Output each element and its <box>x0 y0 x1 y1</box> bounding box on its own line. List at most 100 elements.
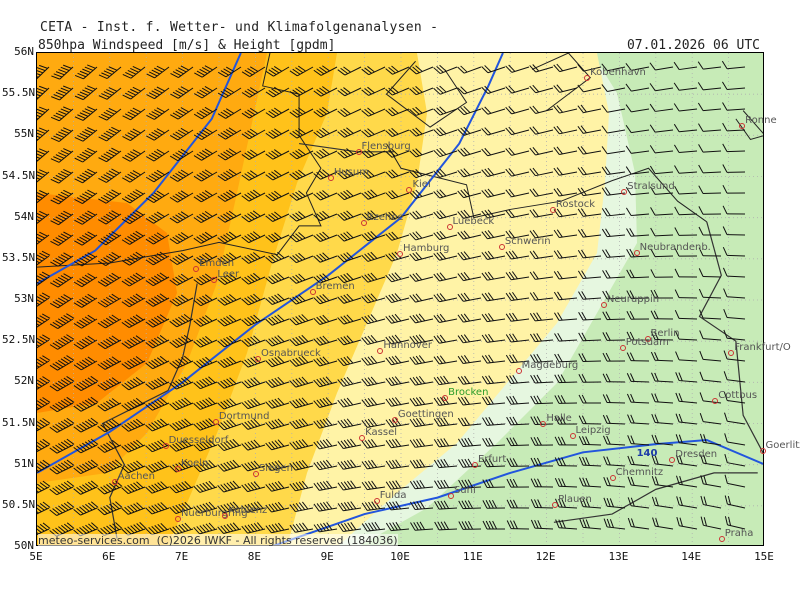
wind-barb <box>457 396 482 406</box>
wind-barb <box>578 311 602 321</box>
wind-barb <box>722 122 746 132</box>
wind-barb <box>458 458 482 468</box>
wind-barb <box>313 148 338 159</box>
wind-barb <box>481 65 506 74</box>
wind-barb <box>241 501 266 513</box>
wind-barb <box>409 479 434 490</box>
wind-barb <box>601 207 626 217</box>
wind-barb <box>121 251 146 266</box>
wind-barb <box>433 417 458 427</box>
wind-barb <box>313 106 338 118</box>
city-marker <box>211 277 218 284</box>
wind-barb <box>409 231 434 241</box>
wind-barb <box>121 210 146 225</box>
wind-barb <box>577 84 602 93</box>
wind-barb <box>674 206 698 216</box>
wind-barb <box>433 355 458 365</box>
city-marker <box>712 398 719 405</box>
wind-barb <box>217 377 242 389</box>
lon-tick-label: 5E <box>29 550 43 563</box>
wind-barb <box>265 356 290 368</box>
wind-barb <box>313 376 338 388</box>
wind-barb <box>457 105 482 116</box>
lon-tick-label: 13E <box>608 550 629 563</box>
wind-barb <box>122 170 146 183</box>
wind-barb <box>554 457 578 467</box>
wind-barb <box>505 168 530 177</box>
wind-barb <box>409 459 434 469</box>
footer-credit: meteo-services.com (C)2026 IWKF - All ri… <box>38 534 398 547</box>
wind-barb <box>145 460 170 473</box>
wind-barb <box>193 501 218 514</box>
wind-barb <box>433 168 458 178</box>
wind-barb <box>289 397 314 409</box>
wind-barb <box>697 102 722 112</box>
wind-barb <box>241 314 266 327</box>
wind-barb <box>724 433 746 446</box>
city-label: Neubrandenb. <box>639 241 711 253</box>
wind-barb <box>289 231 314 243</box>
wind-barb <box>73 396 99 412</box>
wind-barb <box>553 291 578 301</box>
wind-barb <box>626 248 650 258</box>
wind-barb <box>193 127 218 140</box>
wind-barb <box>51 85 74 101</box>
wind-barb <box>385 65 410 75</box>
wind-barb <box>673 82 698 91</box>
wind-barb <box>603 518 626 530</box>
wind-barb <box>73 293 98 308</box>
wind-barb <box>505 188 530 198</box>
city-marker <box>552 501 559 508</box>
wind-barb <box>169 148 194 162</box>
wind-barb <box>722 164 746 173</box>
city-marker <box>442 394 449 401</box>
wind-barb <box>506 478 530 488</box>
wind-barb <box>602 249 626 258</box>
wind-barb <box>337 210 362 221</box>
wind-barb <box>699 412 722 425</box>
wind-barb <box>74 168 98 184</box>
wind-barb <box>530 436 554 446</box>
wind-barb <box>50 168 74 184</box>
city-marker <box>669 456 676 463</box>
wind-barb <box>700 516 722 530</box>
wind-barb <box>674 310 698 320</box>
wind-barb <box>625 83 650 92</box>
wind-barb <box>97 293 122 308</box>
wind-barb <box>457 65 482 74</box>
wind-barb <box>37 231 50 247</box>
wind-barb <box>337 127 362 138</box>
wind-barb <box>675 372 698 383</box>
city-label: Kobenhavn <box>590 67 646 79</box>
wind-barb <box>241 149 266 161</box>
wind-barb <box>457 417 482 427</box>
lat-tick-label: 50.5N <box>2 497 36 511</box>
wind-barb <box>650 186 674 195</box>
wind-barb <box>457 251 482 261</box>
wind-barb <box>265 211 290 222</box>
wind-barb <box>98 107 122 121</box>
wind-barb <box>625 145 650 154</box>
lon-tick-label: 10E <box>390 550 410 563</box>
wind-barb <box>481 209 506 219</box>
wind-barb <box>169 252 194 265</box>
wind-barb <box>145 293 170 307</box>
wind-barb <box>577 166 602 176</box>
wind-barb <box>481 250 506 260</box>
wind-barb <box>169 501 194 515</box>
wind-barb <box>723 309 746 320</box>
wind-barb <box>505 291 530 302</box>
wind-barb <box>361 66 386 76</box>
wind-barb <box>601 104 626 113</box>
wind-barb <box>98 210 122 225</box>
lat-tick-label: 51.5N <box>2 415 36 429</box>
wind-barb <box>385 272 410 283</box>
city-marker <box>515 367 522 374</box>
wind-barb <box>97 356 122 370</box>
wind-barb <box>434 521 458 531</box>
wind-barb <box>49 334 75 350</box>
wind-barb <box>169 376 194 390</box>
wind-barb <box>98 126 122 142</box>
wind-barb <box>121 314 146 328</box>
city-marker <box>193 265 200 272</box>
